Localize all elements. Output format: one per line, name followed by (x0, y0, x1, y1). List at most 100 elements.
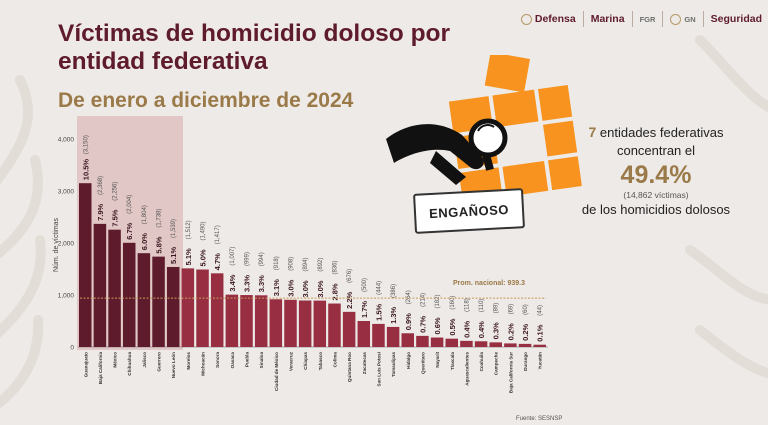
value-label: (182) (435, 295, 441, 309)
value-label: (118) (464, 298, 470, 312)
value-label: (1,539) (171, 219, 177, 238)
value-label: (89) (494, 303, 500, 314)
percent-label: 2.2% (345, 291, 354, 308)
percent-label: 0.7% (418, 315, 427, 332)
value-label: (892) (318, 258, 324, 272)
value-label: (444) (376, 281, 382, 295)
bar-Yucatán (533, 344, 546, 347)
bar-Guerrero (152, 256, 165, 347)
percent-label: 4.7% (213, 253, 222, 270)
value-label: (3,150) (83, 135, 89, 154)
percent-label: 0.6% (433, 317, 442, 334)
magnifier-hand-icon (386, 55, 582, 203)
percent-label: 3.0% (286, 279, 295, 296)
emblem-icon (520, 13, 532, 25)
logo-divider (631, 11, 633, 27)
value-label: (676) (347, 269, 353, 283)
percent-label: 1.5% (374, 303, 383, 320)
bar-Aguascalientes (460, 340, 473, 347)
percent-label: 0.3% (492, 322, 501, 339)
y-tick-label: 3,000 (58, 189, 75, 196)
callout-line-1: 7 entidades federativas (556, 123, 756, 142)
value-label: (1,512) (186, 220, 192, 239)
bar-Sinaloa (254, 295, 268, 347)
percent-label: 0.5% (448, 318, 457, 335)
callout-line-4: de los homicidios dolosos (581, 202, 731, 217)
percent-label: 0.2% (521, 323, 530, 340)
category-label: Oaxaca (230, 352, 235, 369)
category-label: Querétaro (420, 352, 425, 374)
bar-México (108, 229, 121, 347)
category-label: Baja California (98, 352, 103, 385)
value-label: (908) (288, 257, 294, 271)
value-label: (110) (479, 299, 485, 313)
percent-label: 5.0% (199, 249, 208, 266)
bar-Campeche (489, 342, 502, 347)
gn-logo: GN (670, 13, 696, 25)
category-label: Zacatecas (362, 352, 367, 375)
category-label: Yucatán (538, 352, 543, 370)
bar-Colima (328, 303, 341, 347)
category-label: Veracruz (288, 351, 293, 371)
fgr-logo: FGR (640, 15, 656, 24)
category-label: Guanajuato (83, 352, 88, 377)
y-tick-label: 2,000 (58, 241, 75, 248)
bar-Michoacán (196, 269, 209, 347)
category-label: Morelos (186, 352, 191, 370)
category-label: Chihuahua (127, 352, 132, 376)
value-label: (1,490) (201, 222, 207, 241)
government-logos: Defensa Marina FGR GN Seguridad (520, 8, 762, 30)
category-label: Michoacán (201, 352, 206, 376)
value-label: (386) (391, 284, 397, 298)
callout-percent: 49.4% (620, 161, 692, 189)
value-label: (918) (274, 256, 280, 270)
misleading-verdict-badge: ENGAÑOSO (413, 188, 525, 234)
category-label: Nayarit (435, 352, 440, 368)
percent-label: 0.4% (477, 321, 486, 338)
percent-label: 3.4% (228, 274, 237, 291)
value-label: (44) (538, 305, 544, 316)
value-label: (999) (245, 252, 251, 266)
value-label: (2,004) (127, 195, 133, 214)
bar-Baja California Sur (504, 343, 517, 347)
percent-label: 3.3% (243, 275, 252, 292)
percent-label: 5.8% (155, 236, 164, 253)
value-label: (69) (508, 304, 514, 315)
category-label: Coahuila (479, 352, 484, 372)
y-axis-label: Núm. de víctimas (53, 217, 60, 272)
category-label: Hidalgo (406, 352, 411, 369)
callout-states-text: entidades federativas (599, 125, 724, 140)
category-label: Chiapas (303, 352, 308, 370)
category-label: Puebla (245, 352, 250, 368)
percent-label: 1.7% (360, 301, 369, 318)
percent-label: 6.7% (125, 222, 134, 239)
value-label: (1,417) (215, 225, 221, 244)
percent-label: 2.8% (330, 283, 339, 300)
percent-label: 0.4% (462, 320, 471, 337)
bar-Baja California (93, 223, 107, 347)
page-subtitle: De enero a diciembre de 2024 (58, 89, 354, 112)
category-label: Durango (523, 352, 528, 371)
value-label: (500) (362, 278, 368, 292)
defensa-logo: Defensa (520, 13, 576, 25)
category-label: Sonora (215, 352, 220, 368)
bar-Durango (518, 343, 532, 347)
value-label: (1,804) (142, 205, 148, 224)
fgr-logo-text: FGR (639, 14, 656, 24)
page-title: Víctimas de homicidio doloso por entidad… (58, 20, 451, 75)
category-label: Colima (332, 352, 337, 368)
percent-label: 0.2% (506, 323, 515, 340)
bar-Puebla (240, 295, 253, 347)
summary-callout: 7 entidades federativas concentran el 49… (556, 123, 756, 218)
seguridad-logo: Seguridad (711, 13, 762, 25)
gn-logo-text: GN (684, 14, 696, 24)
value-label: (160) (450, 296, 456, 310)
percent-label: 7.9% (96, 203, 105, 220)
bar-Tlaxcala (445, 338, 458, 347)
value-label: (894) (303, 257, 309, 271)
percent-label: 0.1% (536, 324, 545, 341)
bar-Nayarit (430, 337, 444, 347)
percent-label: 3.3% (257, 275, 266, 292)
